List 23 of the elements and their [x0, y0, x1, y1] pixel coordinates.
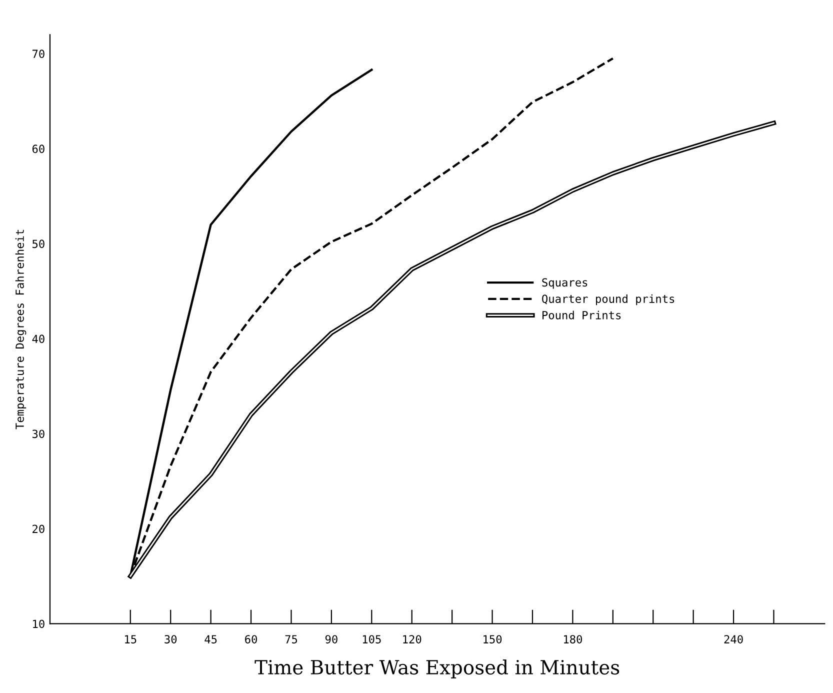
- y-tick-label: 60: [32, 144, 44, 154]
- x-axis-title: Time Butter Was Exposed in Minutes: [254, 660, 620, 678]
- x-tick-label: 90: [325, 635, 338, 644]
- legend-label: Squares: [542, 278, 588, 289]
- x-tick-label: 30: [164, 635, 177, 644]
- x-tick-label: 15: [125, 635, 136, 644]
- y-tick-label: 10: [33, 620, 44, 628]
- x-tick-label: 180: [564, 635, 582, 644]
- legend-label: Pound Prints: [542, 310, 621, 320]
- x-tick-label: 60: [245, 635, 257, 644]
- y-tick-label: 70: [32, 50, 44, 58]
- y-axis-title: Temperature Degrees Fahrenheit: [15, 230, 26, 430]
- x-tick-label: 105: [362, 635, 381, 644]
- legend-label: Quarter pound prints: [542, 294, 674, 306]
- x-tick-label: 45: [204, 635, 217, 644]
- y-tick-label: 30: [32, 430, 44, 438]
- y-tick-label: 20: [32, 524, 44, 534]
- y-tick-label: 40: [32, 334, 44, 344]
- x-tick-label: 75: [285, 635, 298, 644]
- x-tick-label: 150: [484, 635, 502, 644]
- x-tick-label: 240: [724, 635, 743, 644]
- y-tick-label: 50: [32, 240, 44, 248]
- x-tick-label: 120: [403, 635, 422, 644]
